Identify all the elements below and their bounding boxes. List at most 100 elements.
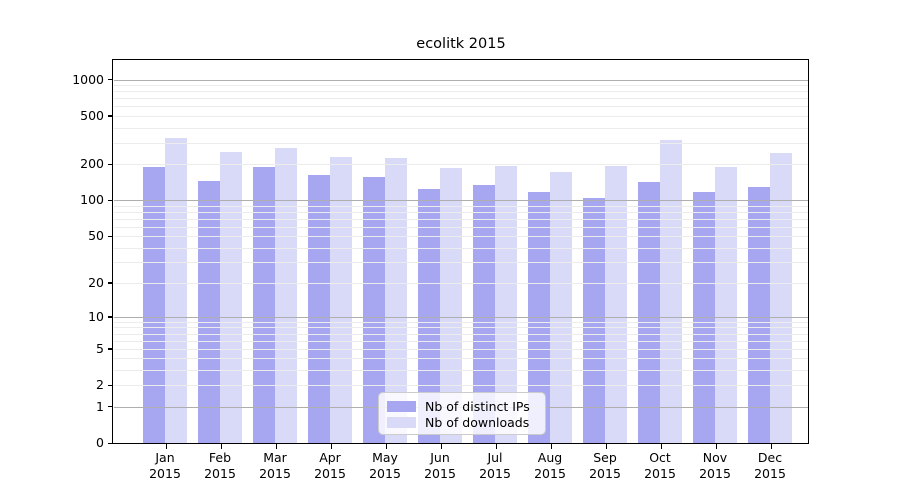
x-tick (606, 444, 608, 449)
y-tick-label: 50 (88, 228, 104, 244)
gridline-minor (114, 115, 808, 117)
gridline-minor (114, 327, 808, 329)
gridline-minor (114, 142, 808, 144)
x-tick (716, 444, 718, 449)
legend: Nb of distinct IPs Nb of downloads (378, 392, 546, 435)
x-tick-label-year: 2015 (479, 465, 511, 481)
gridline-major (114, 79, 808, 81)
y-tick (108, 348, 113, 350)
gridline-minor (114, 282, 808, 284)
gridline-minor (114, 218, 808, 220)
y-tick (108, 406, 113, 408)
x-tick-label: Jul 2015 (467, 450, 523, 481)
y-tick-label: 0 (96, 435, 104, 450)
x-tick-label-month: Feb (208, 450, 232, 465)
gridline-minor (114, 348, 808, 350)
bar-distinct-ips-sep (583, 197, 605, 443)
x-tick-label-month: Nov (702, 450, 728, 465)
gridline-minor (114, 358, 808, 360)
bar-distinct-ips-dec (748, 186, 770, 443)
bar-downloads-jul (495, 165, 517, 443)
gridline-minor (114, 236, 808, 238)
y-tick-label: 5 (96, 340, 104, 356)
bar-downloads-dec (770, 152, 792, 443)
x-tick-label-year: 2015 (204, 465, 236, 481)
x-tick-label-year: 2015 (534, 465, 566, 481)
bar-distinct-ips-jan (143, 166, 165, 443)
gridline-minor (114, 98, 808, 100)
gridline-minor (114, 91, 808, 93)
x-tick-label: Sep 2015 (577, 450, 633, 481)
chart-title: ecolitk 2015 (416, 36, 506, 52)
bar-downloads-jan (165, 137, 187, 443)
gridline-minor (114, 333, 808, 335)
x-tick (441, 444, 443, 449)
x-tick-label-month: Aug (537, 450, 563, 465)
legend-label-downloads: Nb of downloads (425, 414, 530, 430)
x-tick-label: Dec 2015 (742, 450, 798, 481)
y-tick-label: 20 (88, 274, 104, 290)
bar-distinct-ips-oct (638, 181, 660, 443)
gridline-minor (114, 127, 808, 129)
x-tick (276, 444, 278, 449)
bar-distinct-ips-jul (473, 185, 495, 443)
x-tick-label-year: 2015 (424, 465, 456, 481)
legend-item: Nb of distinct IPs (387, 398, 537, 414)
x-tick-label-month: Apr (319, 450, 341, 465)
x-tick-label-year: 2015 (754, 465, 786, 481)
x-tick-label: Aug 2015 (522, 450, 578, 481)
y-tick (108, 79, 113, 81)
gridline-major (114, 316, 808, 318)
y-tick (108, 282, 113, 284)
x-tick-label-month: Sep (593, 450, 617, 465)
bar-distinct-ips-may (363, 176, 385, 443)
y-tick (108, 163, 113, 165)
x-tick-label-year: 2015 (699, 465, 731, 481)
x-tick-label: Apr 2015 (302, 450, 358, 481)
bar-downloads-sep (605, 165, 627, 443)
x-tick-label-year: 2015 (589, 465, 621, 481)
x-tick-label-month: Oct (649, 450, 671, 465)
y-tick-label: 10 (88, 308, 104, 324)
y-tick-label: 2 (96, 377, 104, 393)
x-tick-label-month: Jun (430, 450, 450, 465)
x-tick-label-year: 2015 (314, 465, 346, 481)
legend-item: Nb of downloads (387, 414, 537, 430)
x-tick-label-month: Mar (263, 450, 287, 465)
y-tick (108, 199, 113, 202)
gridline-minor (114, 385, 808, 387)
y-tick (108, 115, 113, 117)
x-tick (386, 444, 388, 449)
x-tick (496, 444, 498, 449)
bar-downloads-aug (550, 172, 572, 443)
y-tick-label: 100 (80, 192, 104, 208)
bar-distinct-ips-jun (418, 188, 440, 443)
bar-downloads-apr (330, 156, 352, 443)
x-tick (771, 444, 773, 449)
gridline-minor (114, 262, 808, 264)
x-tick-label-year: 2015 (644, 465, 676, 481)
x-tick-label: May 2015 (357, 450, 413, 481)
gridline-minor (114, 340, 808, 342)
x-tick-label: Mar 2015 (247, 450, 303, 481)
x-tick-label-year: 2015 (369, 465, 401, 481)
x-tick-label: Feb 2015 (192, 450, 248, 481)
gridline-minor (114, 226, 808, 228)
bar-distinct-ips-apr (308, 174, 330, 443)
x-tick-label: Jun 2015 (412, 450, 468, 481)
bar-downloads-nov (715, 167, 737, 443)
y-tick (108, 384, 113, 387)
y-tick-label: 200 (80, 156, 104, 171)
y-tick-label: 1000 (72, 71, 104, 87)
x-tick (331, 444, 333, 449)
gridline-minor (114, 247, 808, 249)
x-tick-label-year: 2015 (259, 465, 291, 481)
x-tick-label: Jan 2015 (137, 450, 193, 481)
gridline-minor (114, 205, 808, 207)
x-tick (551, 444, 553, 449)
bar-distinct-ips-mar (253, 166, 275, 443)
legend-swatch-downloads (387, 416, 416, 428)
y-tick (108, 442, 113, 444)
bar-downloads-oct (660, 139, 682, 443)
